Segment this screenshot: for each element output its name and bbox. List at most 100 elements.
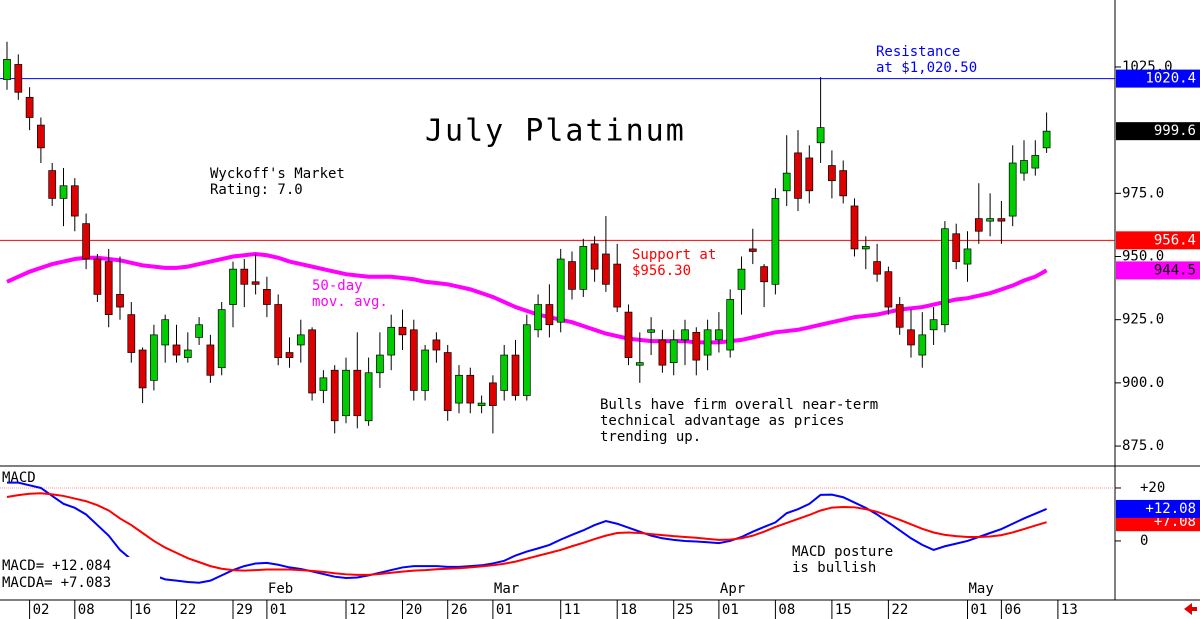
candle-body: [726, 299, 735, 351]
candle-body: [183, 349, 192, 358]
x-tick-label: 08: [78, 602, 95, 618]
candle-body: [296, 334, 305, 346]
readout-value: +7.083: [61, 575, 112, 591]
candle-body: [342, 369, 350, 417]
candle-body: [206, 344, 215, 376]
candle-body: [1008, 162, 1017, 217]
readout-value: +12.084: [52, 558, 111, 574]
scroll-arrow[interactable]: [1184, 603, 1197, 615]
candle-body: [839, 170, 848, 197]
candle-body: [116, 294, 124, 308]
month-label: Mar: [494, 581, 519, 597]
candle-body: [432, 339, 441, 351]
month-label: Apr: [720, 581, 745, 597]
x-tick-label: 11: [564, 602, 581, 618]
candle-body: [217, 309, 226, 369]
candle-body: [986, 218, 994, 222]
annotation: Resistance: [876, 44, 960, 60]
candle-body: [782, 172, 791, 192]
macd-tag-bg: [1116, 499, 1200, 518]
candle-body: [884, 271, 893, 308]
candle-body: [229, 268, 237, 305]
candle-body: [455, 374, 463, 404]
y-tick-label: +20: [1140, 480, 1165, 496]
level-tag-bg: [1116, 69, 1200, 88]
candle-body: [522, 324, 531, 396]
candle-body: [647, 329, 655, 333]
last-price-tag: 999.6: [1154, 123, 1196, 139]
candle-body: [161, 319, 170, 346]
x-tick-label: 12: [349, 602, 366, 618]
candle-body: [568, 261, 576, 290]
readout-name: MACD=: [2, 558, 44, 574]
annotation: 50-day: [312, 278, 363, 294]
readout-bg: [0, 557, 160, 593]
candle-body: [748, 248, 757, 252]
annotation: at $1,020.50: [876, 60, 977, 76]
candle-body: [500, 354, 509, 391]
chart-title: July Platinum: [425, 114, 686, 149]
candle-body: [138, 349, 147, 389]
x-tick-label: 01: [496, 602, 513, 618]
x-tick-label: 01: [971, 602, 988, 618]
candle-body: [263, 289, 271, 305]
x-tick-label: 22: [891, 602, 908, 618]
candle-body: [715, 329, 723, 341]
candle-body: [963, 248, 972, 265]
level-tag-bg: [1116, 231, 1200, 250]
macd-tag: +12.08: [1145, 501, 1196, 517]
candle-body: [25, 96, 34, 118]
candle-body: [624, 311, 633, 358]
candle-body: [511, 354, 520, 396]
candle-body: [82, 223, 90, 260]
candle-body: [477, 402, 486, 406]
candle-body: [805, 157, 814, 192]
y-tick-label: 950.0: [1122, 249, 1164, 265]
candle-body: [545, 304, 554, 326]
candle-body: [929, 319, 938, 331]
annotation: Wyckoff's Market: [210, 166, 345, 182]
annotation: Bulls have firm overall near-term: [600, 397, 878, 413]
ma-tag: 944.5: [1154, 262, 1196, 278]
x-tick-label: 08: [778, 602, 795, 618]
x-tick-label: 16: [134, 602, 151, 618]
candle-body: [692, 331, 701, 361]
candle-body: [850, 205, 859, 250]
candle-body: [658, 339, 667, 366]
candle-body: [387, 326, 396, 356]
annotation: Rating: 7.0: [210, 182, 303, 198]
candle-body: [93, 258, 102, 295]
candle-body: [861, 246, 870, 250]
x-tick-label: 06: [1004, 602, 1021, 618]
candle-body: [771, 198, 780, 285]
candle-body: [602, 253, 610, 285]
candle-body: [907, 329, 915, 346]
candle-body: [398, 326, 407, 336]
candle-body: [59, 185, 68, 199]
readout: MACD= +12.084: [2, 558, 111, 574]
candle-body: [376, 354, 384, 374]
candle-body: [330, 369, 339, 422]
annotation: is bullish: [792, 560, 876, 576]
month-label: Feb: [268, 581, 293, 597]
candle-body: [918, 334, 927, 356]
annotation: $956.30: [632, 263, 691, 279]
candle-body: [308, 329, 316, 394]
candle-body: [534, 304, 542, 331]
candle-body: [240, 268, 249, 285]
annotation: trending up.: [600, 429, 701, 445]
candle-body: [14, 64, 23, 93]
candle-body: [409, 329, 418, 391]
y-tick-label: 875.0: [1122, 438, 1164, 454]
annotation: MACD posture: [792, 544, 893, 560]
level-tag: 1020.4: [1145, 71, 1196, 87]
candle-body: [3, 59, 11, 80]
y-tick-label: 900.0: [1122, 375, 1164, 391]
candle-body: [590, 243, 599, 270]
candle-body: [48, 170, 57, 199]
candle-body: [737, 268, 746, 290]
candle-body: [556, 258, 565, 323]
macd-tag: +7.08: [1154, 514, 1196, 530]
readout: MACDA= +7.083: [2, 575, 111, 591]
